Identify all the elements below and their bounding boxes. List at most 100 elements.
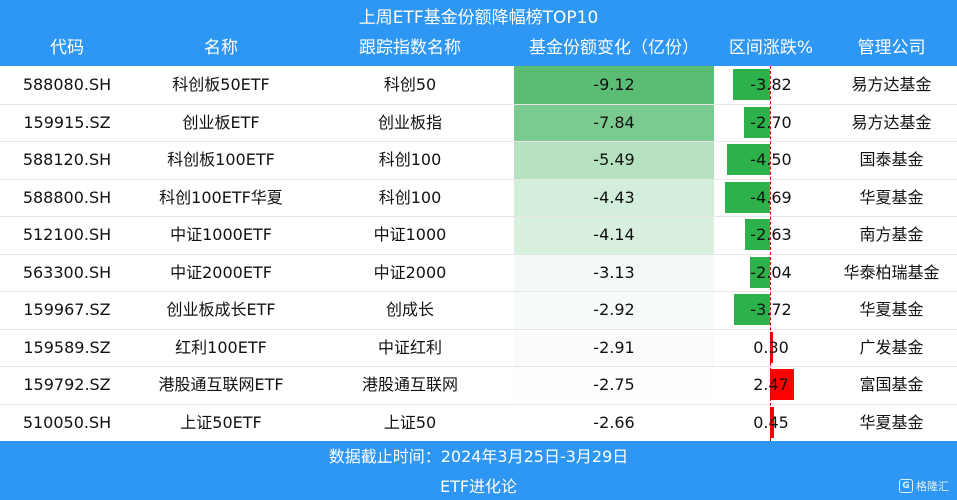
manager-cell: 华夏基金 [859, 187, 924, 207]
pct-change-cell: -3.72 [750, 300, 792, 319]
manager-cell: 国泰基金 [859, 150, 924, 169]
zero-axis-line [770, 66, 771, 441]
row-divider [0, 103, 957, 105]
table-row: 159915.SZ 创业板ETF 创业板指 -7.84 -2.70 易方达基金 [0, 103, 957, 141]
name-cell: 科创板50ETF [172, 75, 270, 94]
share-change-cell: -2.75 [593, 375, 635, 394]
index-cell: 上证50 [383, 412, 437, 432]
index-cell: 科创50 [383, 75, 437, 94]
manager-cell: 华夏基金 [859, 412, 924, 432]
pct-change-bar [770, 369, 794, 400]
share-change-heat [514, 403, 714, 441]
index-cell: 中证1000 [373, 225, 447, 244]
code-cell: 510050.SH [22, 412, 112, 432]
table-row: 588120.SH 科创板100ETF 科创100 -5.49 -4.50 国泰基金 [0, 141, 957, 179]
code-cell: 512100.SH [22, 225, 112, 244]
index-cell: 创成长 [385, 300, 434, 319]
watermark-logo: G 格隆汇 [899, 478, 949, 494]
share-change-heat [514, 216, 714, 254]
table-row: 588800.SH 科创100ETF华夏 科创100 -4.43 -4.69 华夏基金 [0, 178, 957, 216]
header-name: 名称 [204, 38, 238, 58]
name-cell: 中证1000ETF [170, 225, 272, 244]
row-divider [0, 178, 957, 180]
share-change-heat [514, 66, 714, 104]
share-change-heat [514, 328, 714, 366]
share-change-heat [514, 103, 714, 141]
share-change-cell: -7.84 [593, 112, 635, 132]
pct-change-bar [770, 406, 775, 438]
share-change-heat [514, 253, 714, 291]
name-cell: 上证50ETF [180, 412, 262, 432]
pct-change-cell: 0.45 [753, 412, 789, 432]
row-divider [0, 291, 957, 292]
footer-date-range: 数据截止时间：2024年3月25日-3月29日 [0, 441, 957, 469]
code-cell: 159967.SZ [23, 300, 111, 319]
pct-change-bar [724, 181, 770, 213]
pct-change-cell: -2.04 [750, 262, 792, 282]
manager-cell: 广发基金 [859, 337, 924, 357]
share-change-heat [514, 366, 714, 404]
manager-cell: 华泰柏瑞基金 [843, 262, 940, 282]
name-cell: 中证2000ETF [170, 262, 272, 282]
table-row: 159967.SZ 创业板成长ETF 创成长 -2.92 -3.72 华夏基金 [0, 291, 957, 329]
header-row: 代码 名称 跟踪指数名称 基金份额变化（亿份） 区间涨跌% 管理公司 [0, 30, 957, 66]
row-divider [0, 366, 957, 367]
share-change-cell: -2.66 [593, 412, 635, 432]
row-divider [0, 403, 957, 405]
table-body: 588080.SH 科创板50ETF 科创50 -9.12 -3.82 易方达基金 1599… [0, 66, 957, 441]
pct-change-bar [750, 256, 770, 288]
share-change-cell: -9.12 [593, 75, 635, 94]
share-change-cell: -2.92 [593, 300, 635, 319]
share-change-cell: -4.14 [593, 225, 635, 244]
code-cell: 588080.SH [22, 75, 112, 94]
pct-change-cell: 2.47 [753, 375, 789, 394]
share-change-cell: -5.49 [593, 150, 635, 169]
manager-cell: 易方达基金 [851, 112, 932, 132]
pct-change-cell: -4.50 [750, 150, 792, 169]
row-divider [0, 141, 957, 142]
pct-change-bar [744, 219, 770, 250]
name-cell: 创业板成长ETF [166, 300, 276, 319]
table-row: 510050.SH 上证50ETF 上证50 -2.66 0.45 华夏基金 [0, 403, 957, 441]
share-change-heat [514, 178, 714, 216]
share-change-heat [514, 141, 714, 179]
code-cell: 159792.SZ [23, 375, 111, 394]
share-change-cell: -3.13 [593, 262, 635, 282]
pct-change-bar [733, 69, 770, 100]
pct-change-bar [770, 331, 773, 363]
pct-change-cell: -4.69 [750, 187, 792, 207]
share-change-cell: -2.91 [593, 337, 635, 357]
pct-change-cell: -2.70 [750, 112, 792, 132]
manager-cell: 易方达基金 [851, 75, 932, 94]
pct-change-cell: -3.82 [750, 75, 792, 94]
name-cell: 科创100ETF华夏 [159, 187, 283, 207]
pct-change-cell: -2.63 [750, 225, 792, 244]
table-row: 563300.SH 中证2000ETF 中证2000 -3.13 -2.04 华泰柏瑞基金 [0, 253, 957, 291]
code-cell: 563300.SH [22, 262, 112, 282]
index-cell: 港股通互联网 [361, 375, 458, 394]
index-cell: 中证2000 [373, 262, 447, 282]
header-pct-change: 区间涨跌% [728, 38, 814, 58]
manager-cell: 华夏基金 [859, 300, 924, 319]
table-row: 512100.SH 中证1000ETF 中证1000 -4.14 -2.63 南方基金 [0, 216, 957, 254]
table-row: 159792.SZ 港股通互联网ETF 港股通互联网 -2.75 2.47 富国基金 [0, 366, 957, 404]
name-cell: 红利100ETF [175, 337, 267, 357]
manager-cell: 富国基金 [859, 375, 924, 394]
code-cell: 588800.SH [22, 187, 112, 207]
index-cell: 科创100 [378, 187, 442, 207]
code-cell: 588120.SH [22, 150, 112, 169]
logo-text: 格隆汇 [916, 480, 949, 493]
footer-source: ETF进化论 [0, 469, 957, 500]
share-change-heat [514, 291, 714, 329]
table-row: 588080.SH 科创板50ETF 科创50 -9.12 -3.82 易方达基金 [0, 66, 957, 104]
header-index: 跟踪指数名称 [359, 38, 461, 58]
row-divider [0, 253, 957, 255]
header-manager: 管理公司 [857, 38, 926, 58]
row-divider [0, 328, 957, 330]
table-row: 159589.SZ 红利100ETF 中证红利 -2.91 0.30 广发基金 [0, 328, 957, 366]
index-cell: 创业板指 [377, 112, 442, 132]
pct-change-bar [744, 106, 770, 138]
name-cell: 港股通互联网ETF [158, 375, 284, 394]
name-cell: 创业板ETF [182, 112, 260, 132]
header-code: 代码 [50, 38, 84, 58]
